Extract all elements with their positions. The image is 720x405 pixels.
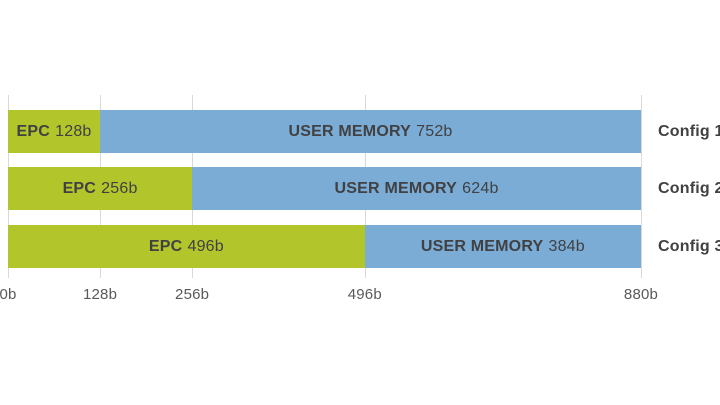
bar-row-config-1: EPC 128b USER MEMORY 752b Config 1: [8, 110, 720, 153]
user-memory-segment-label: USER MEMORY 624b: [335, 180, 499, 198]
series-value: 128b: [55, 122, 92, 140]
x-axis: 0b 128b 256b 496b 880b: [0, 286, 658, 308]
series-value: 496b: [187, 237, 224, 255]
category-label-config-2: Config 2: [658, 179, 720, 197]
user-memory-segment-label: USER MEMORY 752b: [289, 123, 453, 141]
bar-row-config-3: EPC 496b USER MEMORY 384b Config 3: [8, 225, 720, 268]
axis-tick-label: 256b: [175, 286, 210, 303]
series-name: USER MEMORY: [288, 122, 412, 140]
epc-segment: EPC 496b: [8, 225, 365, 268]
epc-segment-label: EPC 128b: [17, 123, 92, 141]
series-name: USER MEMORY: [420, 237, 544, 255]
user-memory-segment: USER MEMORY 384b: [364, 225, 641, 268]
axis-tick-label: 128b: [82, 286, 118, 303]
series-name: EPC: [16, 122, 51, 140]
axis-tick-label: 496b: [347, 286, 382, 303]
category-label-config-1: Config 1: [658, 122, 720, 140]
user-memory-segment: USER MEMORY 752b: [100, 110, 641, 153]
user-memory-segment-label: USER MEMORY 384b: [421, 238, 585, 256]
series-name: EPC: [62, 179, 97, 197]
series-value: 752b: [416, 122, 453, 140]
epc-segment-label: EPC 496b: [149, 238, 224, 256]
category-label-config-3: Config 3: [658, 237, 720, 255]
axis-tick-label: 0b: [0, 286, 17, 303]
series-value: 384b: [548, 237, 585, 255]
series-value: 624b: [462, 179, 499, 197]
series-value: 256b: [101, 179, 138, 197]
axis-tick-label: 880b: [623, 286, 659, 303]
epc-segment-label: EPC 256b: [63, 180, 138, 198]
series-name: USER MEMORY: [334, 179, 458, 197]
series-name: EPC: [148, 237, 183, 255]
user-memory-segment: USER MEMORY 624b: [192, 167, 641, 210]
epc-segment: EPC 128b: [8, 110, 101, 153]
epc-segment: EPC 256b: [8, 167, 193, 210]
bar-row-config-2: EPC 256b USER MEMORY 624b Config 2: [8, 167, 720, 210]
gridline: [641, 95, 642, 278]
